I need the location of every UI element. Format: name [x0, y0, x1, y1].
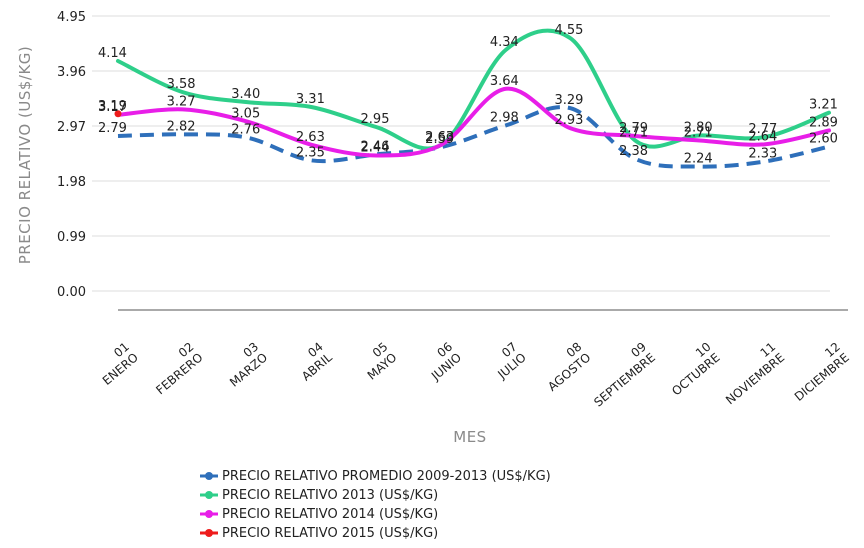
data-label: 2.89 — [809, 115, 838, 130]
data-label: 2.82 — [167, 119, 196, 134]
data-label: 2.63 — [425, 130, 454, 145]
data-label: 3.29 — [554, 93, 583, 108]
svg-text:DICIEMBRE: DICIEMBRE — [792, 350, 852, 404]
y-axis-ticks: 4.95 3.96 2.97 1.98 0.99 0.00 — [57, 10, 86, 300]
y-tick-label: 2.97 — [57, 120, 86, 135]
legend-item-1[interactable]: PRECIO RELATIVO PROMEDIO 2009-2013 (US$/… — [200, 469, 551, 484]
y-tick-label: 3.96 — [57, 65, 86, 80]
legend-item-4[interactable]: PRECIO RELATIVO 2015 (US$/KG) — [200, 526, 438, 541]
data-label: 2.44 — [361, 140, 390, 155]
series-line-3[interactable] — [116, 86, 831, 158]
data-label: 3.31 — [296, 92, 325, 107]
svg-text:NOVIEMBRE: NOVIEMBRE — [723, 350, 787, 407]
series-line-2[interactable] — [116, 28, 831, 151]
data-label: 2.38 — [619, 144, 648, 159]
svg-text:SEPTIEMBRE: SEPTIEMBRE — [591, 350, 658, 409]
legend-marker — [205, 529, 213, 537]
data-label: 4.55 — [554, 23, 583, 38]
legend-label: PRECIO RELATIVO 2014 (US$/KG) — [222, 507, 438, 522]
data-label: 2.76 — [231, 123, 260, 138]
legend-marker — [205, 491, 213, 499]
y-tick-label: 0.99 — [57, 230, 86, 245]
data-label: 4.14 — [98, 46, 127, 61]
legend-label: PRECIO RELATIVO 2013 (US$/KG) — [222, 488, 438, 503]
legend-item-2[interactable]: PRECIO RELATIVO 2013 (US$/KG) — [200, 488, 438, 503]
data-label: 2.95 — [361, 112, 390, 127]
y-tick-label: 4.95 — [57, 10, 86, 25]
data-label: 2.98 — [490, 110, 519, 125]
data-label: 3.05 — [231, 107, 260, 122]
data-labels: 2.79 2.82 2.76 2.35 2.46 2.59 2.98 3.29 2.38 2.24… — [98, 23, 838, 166]
y-tick-label: 1.98 — [57, 175, 86, 190]
data-label: 2.71 — [684, 125, 713, 140]
series-line-1[interactable] — [117, 105, 830, 169]
legend[interactable]: PRECIO RELATIVO PROMEDIO 2009-2013 (US$/… — [200, 469, 551, 541]
y-axis-label: PRECIO RELATIVO (US$/KG) — [16, 46, 34, 265]
grid-lines — [92, 15, 830, 292]
data-label: 4.34 — [490, 35, 519, 50]
legend-label: PRECIO RELATIVO PROMEDIO 2009-2013 (US$/… — [222, 469, 551, 484]
data-label: 2.64 — [748, 129, 777, 144]
data-label: 2.79 — [98, 121, 127, 136]
data-label: 3.17 — [98, 100, 127, 115]
data-label: 3.21 — [809, 98, 838, 113]
data-label: 2.80 — [684, 120, 713, 135]
data-label: 2.24 — [684, 152, 713, 167]
data-label: 2.35 — [296, 145, 325, 160]
data-label: 2.79 — [619, 121, 648, 136]
data-label: 3.19 — [98, 99, 127, 114]
legend-item-3[interactable]: PRECIO RELATIVO 2014 (US$/KG) — [200, 507, 438, 522]
y-tick-label: 0.00 — [57, 285, 86, 300]
data-label: 2.60 — [809, 132, 838, 147]
legend-marker — [205, 472, 213, 480]
data-label: 2.77 — [748, 122, 777, 137]
x-axis-label: MES — [453, 428, 486, 446]
data-label: 2.63 — [425, 130, 454, 145]
legend-label: PRECIO RELATIVO 2015 (US$/KG) — [222, 526, 438, 541]
legend-marker — [205, 510, 213, 518]
svg-text:FEBRERO: FEBRERO — [153, 350, 205, 397]
data-label: 2.63 — [296, 130, 325, 145]
data-label: 3.58 — [167, 77, 196, 92]
series-point-4[interactable] — [114, 110, 122, 118]
data-label: 3.64 — [490, 74, 519, 89]
svg-text:OCTUBRE: OCTUBRE — [669, 350, 723, 398]
data-label: 2.33 — [748, 147, 777, 162]
data-label: 2.93 — [554, 113, 583, 128]
data-label: 2.71 — [619, 125, 648, 140]
data-label: 3.27 — [167, 94, 196, 109]
data-label: 2.46 — [361, 139, 390, 154]
data-label: 2.59 — [425, 132, 454, 147]
data-label: 3.40 — [231, 87, 260, 102]
series-lines — [114, 28, 831, 169]
